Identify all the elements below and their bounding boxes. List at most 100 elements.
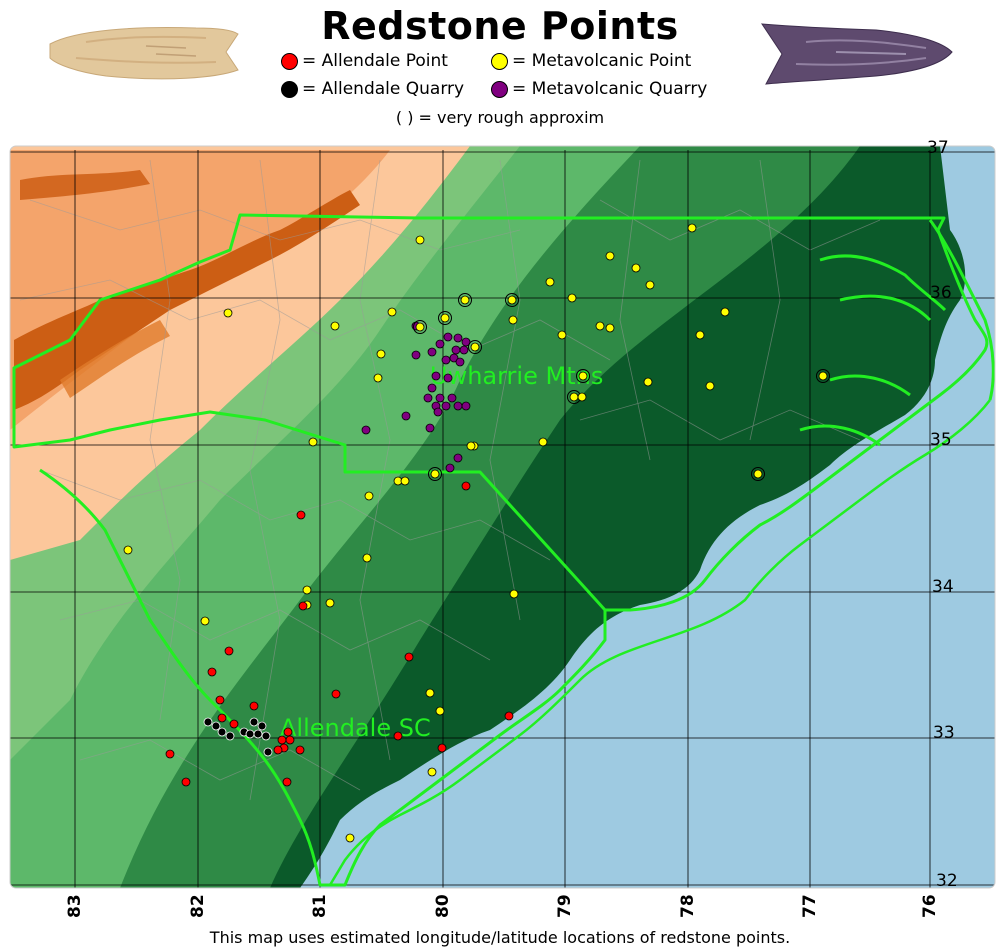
metavolcanic-point-marker xyxy=(545,277,555,287)
place-label-allendale: Allendale SC xyxy=(280,714,431,742)
footer-caption: This map uses estimated longitude/latitu… xyxy=(209,928,791,947)
metavolcanic-point-marker xyxy=(753,469,763,479)
metavolcanic-quarry-marker xyxy=(443,332,453,342)
metavolcanic-point-image xyxy=(761,23,953,85)
metavolcanic-point-marker xyxy=(376,349,386,359)
lat-label-34: 34 xyxy=(932,577,954,597)
metavolcanic-quarry-marker xyxy=(441,355,451,365)
allendale-point-marker xyxy=(461,481,471,491)
metavolcanic-quarry-points xyxy=(361,321,471,473)
lat-label-33: 33 xyxy=(933,723,955,743)
allendale-point-marker xyxy=(283,727,293,737)
state-borders xyxy=(12,213,995,887)
metavolcanic-quarry-marker xyxy=(451,345,461,355)
red-dot-icon xyxy=(281,52,298,70)
legend-allendale-quarry: = Allendale Quarry xyxy=(281,79,464,99)
metavolcanic-point-marker xyxy=(460,295,470,305)
metavolcanic-point-marker xyxy=(364,491,374,501)
allendale-quarry-marker xyxy=(257,721,267,731)
legend-label: = Allendale Point xyxy=(302,51,448,71)
allendale-quarry-points xyxy=(203,717,273,757)
legend-metavolcanic-point: = Metavolcanic Point xyxy=(491,51,691,71)
yellow-dot-icon xyxy=(491,52,508,70)
metavolcanic-quarry-marker xyxy=(361,425,371,435)
metavolcanic-point-marker xyxy=(200,616,210,626)
allendale-quarry-marker xyxy=(203,717,213,727)
metavolcanic-point-marker xyxy=(325,598,335,608)
metavolcanic-point-marker xyxy=(605,323,615,333)
rough-approx-marker xyxy=(428,467,442,481)
metavolcanic-quarry-marker xyxy=(461,401,471,411)
metavolcanic-point-marker xyxy=(705,381,715,391)
purple-dot-icon xyxy=(491,80,508,98)
metavolcanic-quarry-marker xyxy=(461,337,471,347)
allendale-quarry-marker xyxy=(249,717,259,727)
metavolcanic-point-marker xyxy=(470,342,480,352)
metavolcanic-point-marker xyxy=(362,553,372,563)
rough-approx-marker xyxy=(458,293,472,307)
allendale-point-marker xyxy=(437,743,447,753)
metavolcanic-quarry-marker xyxy=(427,383,437,393)
legend-metavolcanic-quarry: = Metavolcanic Quarry xyxy=(491,79,707,99)
rough-approx-marker xyxy=(751,467,765,481)
metavolcanic-point-marker xyxy=(400,476,410,486)
allendale-quarry-marker xyxy=(261,731,271,741)
metavolcanic-quarry-marker xyxy=(401,411,411,421)
map: Uwharrie Mtns Allendale SC 37 36 35 34 3… xyxy=(9,138,996,918)
metavolcanic-point-marker xyxy=(605,251,615,261)
allendale-point-marker xyxy=(295,745,305,755)
metavolcanic-point-marker xyxy=(567,293,577,303)
metavolcanic-quarry-marker xyxy=(459,345,469,355)
legend-label: = Metavolcanic Quarry xyxy=(512,79,708,99)
metavolcanic-point-marker xyxy=(577,392,587,402)
lon-label-82: 82 xyxy=(188,894,208,918)
metavolcanic-point-marker xyxy=(373,373,383,383)
place-label-uwharrie: Uwharrie Mtns xyxy=(430,362,603,390)
lat-label-36: 36 xyxy=(930,283,952,303)
metavolcanic-point-marker xyxy=(695,330,705,340)
allendale-point-marker xyxy=(404,652,414,662)
metavolcanic-points xyxy=(123,223,830,843)
sc-border xyxy=(39,468,607,887)
lat-label-32: 32 xyxy=(936,871,958,891)
metavolcanic-point-marker xyxy=(430,469,440,479)
metavolcanic-quarry-marker xyxy=(435,339,445,349)
allendale-points xyxy=(165,481,514,787)
metavolcanic-point-marker xyxy=(345,833,355,843)
allendale-point-marker xyxy=(282,777,292,787)
lon-label-77: 77 xyxy=(800,894,820,918)
allendale-point-marker xyxy=(393,731,403,741)
rough-approx-marker xyxy=(468,340,482,354)
metavolcanic-point-marker xyxy=(435,706,445,716)
allendale-quarry-marker xyxy=(225,731,235,741)
rough-approx-marker xyxy=(576,369,590,383)
allendale-quarry-marker xyxy=(245,729,255,739)
coastline xyxy=(328,399,991,886)
metavolcanic-point-marker xyxy=(687,223,697,233)
metavolcanic-quarry-marker xyxy=(433,407,443,417)
rough-approx-marker xyxy=(438,311,452,325)
metavolcanic-point-marker xyxy=(415,235,425,245)
metavolcanic-quarry-marker xyxy=(427,347,437,357)
metavolcanic-point-marker xyxy=(538,437,548,447)
lon-label-79: 79 xyxy=(555,894,575,918)
ocean xyxy=(300,146,995,888)
nc-border xyxy=(12,213,989,612)
metavolcanic-quarry-marker xyxy=(447,393,457,403)
allendale-point-marker xyxy=(207,667,217,677)
metavolcanic-quarry-marker xyxy=(423,393,433,403)
rough-approx-marker xyxy=(505,293,519,307)
allendale-point-marker xyxy=(181,777,191,787)
metavolcanic-point-marker xyxy=(509,589,519,599)
metavolcanic-point-marker xyxy=(578,371,588,381)
allendale-point-marker xyxy=(215,695,225,705)
metavolcanic-quarry-marker xyxy=(425,423,435,433)
rough-approx-marker xyxy=(413,320,427,334)
metavolcanic-quarry-marker xyxy=(453,333,463,343)
allendale-quarry-marker xyxy=(253,729,263,739)
lon-label-80: 80 xyxy=(433,894,453,918)
allendale-point-marker xyxy=(224,646,234,656)
metavolcanic-point-marker xyxy=(123,545,133,555)
allendale-quarry-marker xyxy=(217,727,227,737)
metavolcanic-point-marker xyxy=(466,441,476,451)
